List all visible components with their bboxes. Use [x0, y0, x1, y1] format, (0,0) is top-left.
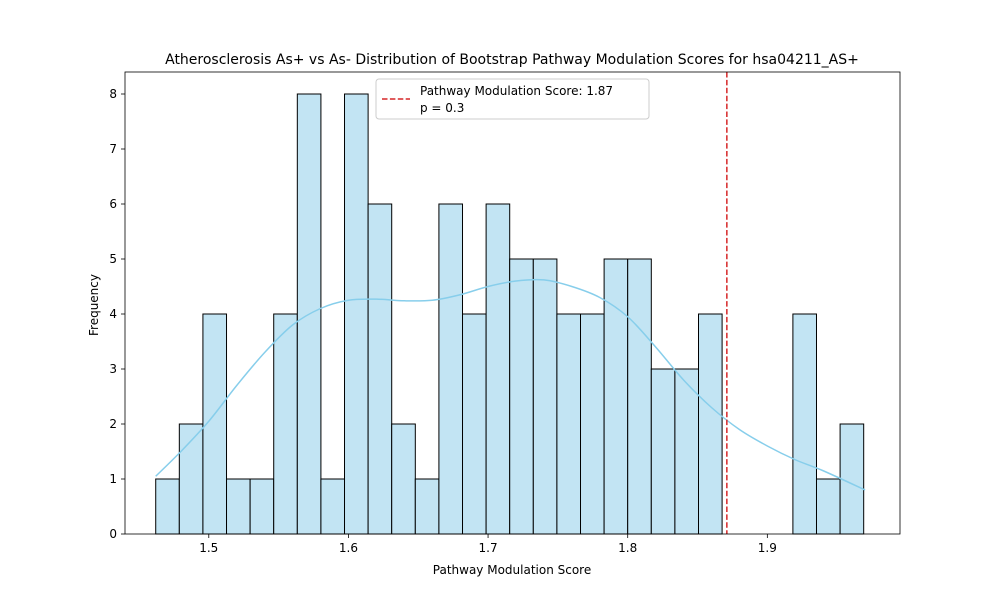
- histogram-bar: [226, 478, 251, 535]
- x-tick-label: 1.6: [339, 541, 358, 555]
- histogram-bar: [792, 313, 817, 535]
- y-tick-label: 2: [109, 417, 117, 431]
- histogram-bar: [650, 368, 676, 535]
- x-tick-label: 1.8: [618, 541, 637, 555]
- y-axis-label: Frequency: [87, 274, 101, 336]
- x-axis-label: Pathway Modulation Score: [433, 563, 591, 577]
- histogram-bar: [155, 478, 180, 535]
- chart-title: Atherosclerosis As+ vs As- Distribution …: [165, 52, 859, 68]
- bars-layer: [155, 93, 865, 535]
- histogram-bar: [414, 478, 440, 535]
- y-tick-label: 5: [109, 252, 117, 266]
- y-tick-label: 7: [109, 142, 117, 156]
- plot-frame: [124, 71, 901, 535]
- kde-layer: [155, 278, 866, 491]
- y-tick-label: 4: [109, 307, 117, 321]
- legend-box: [375, 78, 650, 120]
- histogram-bar: [674, 368, 699, 535]
- histogram-bar: [367, 203, 393, 535]
- histogram-bar: [580, 313, 605, 535]
- histogram-bar: [532, 258, 558, 535]
- histogram-bar: [627, 258, 652, 535]
- histogram-bar: [320, 478, 346, 535]
- histogram-bar: [509, 258, 534, 535]
- legend-label-line1: Pathway Modulation Score: 1.87: [420, 84, 613, 98]
- x-tick-label: 1.7: [479, 541, 498, 555]
- histogram-bar: [839, 423, 865, 535]
- y-tick-label: 3: [109, 362, 117, 376]
- histogram-bar: [249, 478, 275, 535]
- legend: Pathway Modulation Score: 1.87 p = 0.3: [375, 78, 650, 120]
- legend-label-line2: p = 0.3: [420, 101, 464, 115]
- x-tick-label: 1.9: [758, 541, 777, 555]
- histogram-bar: [273, 313, 298, 535]
- histogram-bar: [698, 313, 723, 535]
- histogram-bar: [485, 203, 511, 535]
- y-tick-label: 1: [109, 472, 117, 486]
- histogram-bar: [815, 478, 841, 535]
- x-tick-label: 1.5: [199, 541, 218, 555]
- histogram-bar: [462, 313, 487, 535]
- histogram-bar: [438, 203, 464, 535]
- y-tick-label: 0: [109, 527, 117, 541]
- y-tick-label: 6: [109, 197, 117, 211]
- kde-curve: [155, 278, 866, 491]
- histogram-bar: [391, 423, 416, 535]
- histogram-bar: [556, 313, 582, 535]
- y-tick-label: 8: [109, 87, 117, 101]
- axes-layer: 1.5 1.6 1.7 1.8 1.9 0 1 2 3 4 5 6 7 8: [109, 71, 901, 555]
- histogram-bar: [344, 93, 369, 535]
- histogram-bar: [603, 258, 629, 535]
